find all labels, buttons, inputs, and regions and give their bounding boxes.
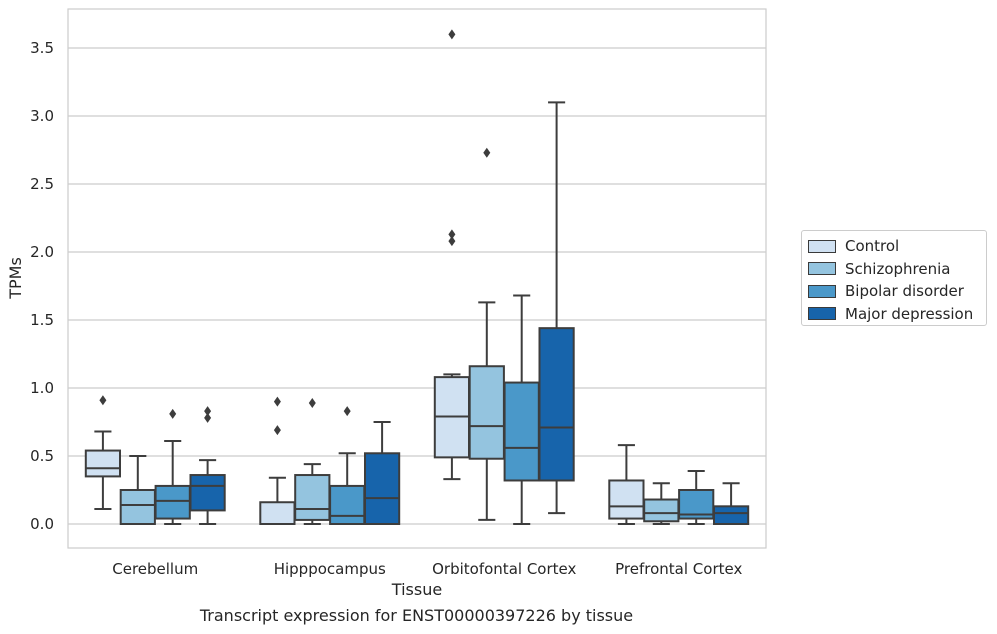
box-bipolar-disorder bbox=[154, 408, 191, 525]
outlier-point bbox=[204, 412, 212, 423]
legend-swatch bbox=[808, 262, 836, 276]
x-tick-label: Hipppocampus bbox=[274, 560, 386, 578]
y-tick-label: 3.5 bbox=[30, 39, 54, 57]
box-schizophrenia bbox=[643, 482, 680, 525]
box-body bbox=[712, 505, 750, 526]
box-bipolar-disorder bbox=[329, 406, 366, 526]
box-major-depression bbox=[538, 101, 575, 515]
box-body bbox=[503, 381, 540, 482]
legend-item: Bipolar disorder bbox=[808, 280, 986, 303]
outlier-point bbox=[273, 396, 281, 407]
box-body bbox=[329, 484, 366, 526]
legend-swatch bbox=[808, 284, 836, 298]
legend-label: Schizophrenia bbox=[845, 259, 951, 278]
box-body bbox=[608, 479, 645, 520]
box-control bbox=[259, 396, 296, 525]
box-bipolar-disorder bbox=[503, 294, 540, 525]
box-body bbox=[84, 449, 122, 478]
y-axis-label: TPMs bbox=[6, 257, 25, 300]
box-major-depression bbox=[363, 421, 401, 525]
box-body bbox=[119, 489, 156, 525]
grid-lines bbox=[68, 47, 766, 525]
outlier-point bbox=[204, 406, 212, 417]
legend-label: Control bbox=[845, 237, 900, 256]
box-control bbox=[608, 444, 645, 525]
legend-swatch bbox=[808, 307, 836, 321]
y-axis-ticks: 0.0 0.5 1.0 1.5 2.0 2.5 3.0 3.5 bbox=[30, 39, 54, 533]
outlier-point bbox=[273, 425, 281, 436]
x-tick-label: Prefrontal Cortex bbox=[615, 560, 742, 578]
x-axis-label: Tissue bbox=[391, 580, 442, 599]
x-tick-label: Orbitofontal Cortex bbox=[432, 560, 576, 578]
outlier-point bbox=[448, 236, 456, 247]
box-major-depression bbox=[189, 406, 226, 525]
box-body bbox=[154, 484, 191, 520]
y-tick-label: 3.0 bbox=[30, 107, 54, 125]
plot-frame bbox=[67, 8, 767, 549]
box-series bbox=[84, 29, 750, 526]
box-schizophrenia bbox=[294, 397, 331, 525]
box-body bbox=[363, 452, 401, 525]
y-tick-label: 1.5 bbox=[30, 311, 54, 329]
x-tick-label: Cerebellum bbox=[112, 560, 198, 578]
box-control bbox=[84, 395, 122, 511]
box-major-depression bbox=[712, 482, 750, 526]
box-bipolar-disorder bbox=[678, 469, 715, 525]
box-body bbox=[538, 327, 575, 482]
outlier-point bbox=[448, 29, 456, 40]
chart-title: Transcript expression for ENST0000039722… bbox=[199, 606, 634, 625]
legend-label: Bipolar disorder bbox=[845, 282, 964, 301]
outlier-point bbox=[343, 406, 351, 417]
box-control bbox=[433, 29, 471, 481]
x-axis-ticks: Cerebellum Hipppocampus Orbitofontal Corte… bbox=[112, 560, 742, 578]
legend-item: Control bbox=[808, 235, 986, 258]
legend-label: Major depression bbox=[845, 304, 974, 323]
y-tick-label: 1.0 bbox=[30, 379, 54, 397]
box-body bbox=[259, 501, 296, 525]
box-schizophrenia bbox=[468, 147, 505, 521]
box-schizophrenia bbox=[119, 455, 156, 525]
outlier-point bbox=[99, 395, 107, 406]
box-body bbox=[468, 365, 505, 460]
legend-item: Major depression bbox=[808, 303, 986, 326]
legend-item: Schizophrenia bbox=[808, 258, 986, 281]
outlier-point bbox=[169, 408, 177, 419]
box-body bbox=[294, 474, 331, 521]
y-tick-label: 0.5 bbox=[30, 447, 54, 465]
legend-swatch bbox=[808, 239, 836, 253]
y-tick-label: 0.0 bbox=[30, 515, 54, 533]
legend: Control Schizophrenia Bipolar disorder Majo… bbox=[801, 230, 987, 326]
outlier-point bbox=[483, 147, 491, 158]
outlier-point bbox=[308, 397, 316, 408]
outlier-point bbox=[448, 229, 456, 240]
y-tick-label: 2.5 bbox=[30, 175, 54, 193]
box-body bbox=[189, 474, 226, 512]
box-body bbox=[643, 498, 680, 523]
y-tick-label: 2.0 bbox=[30, 243, 54, 261]
